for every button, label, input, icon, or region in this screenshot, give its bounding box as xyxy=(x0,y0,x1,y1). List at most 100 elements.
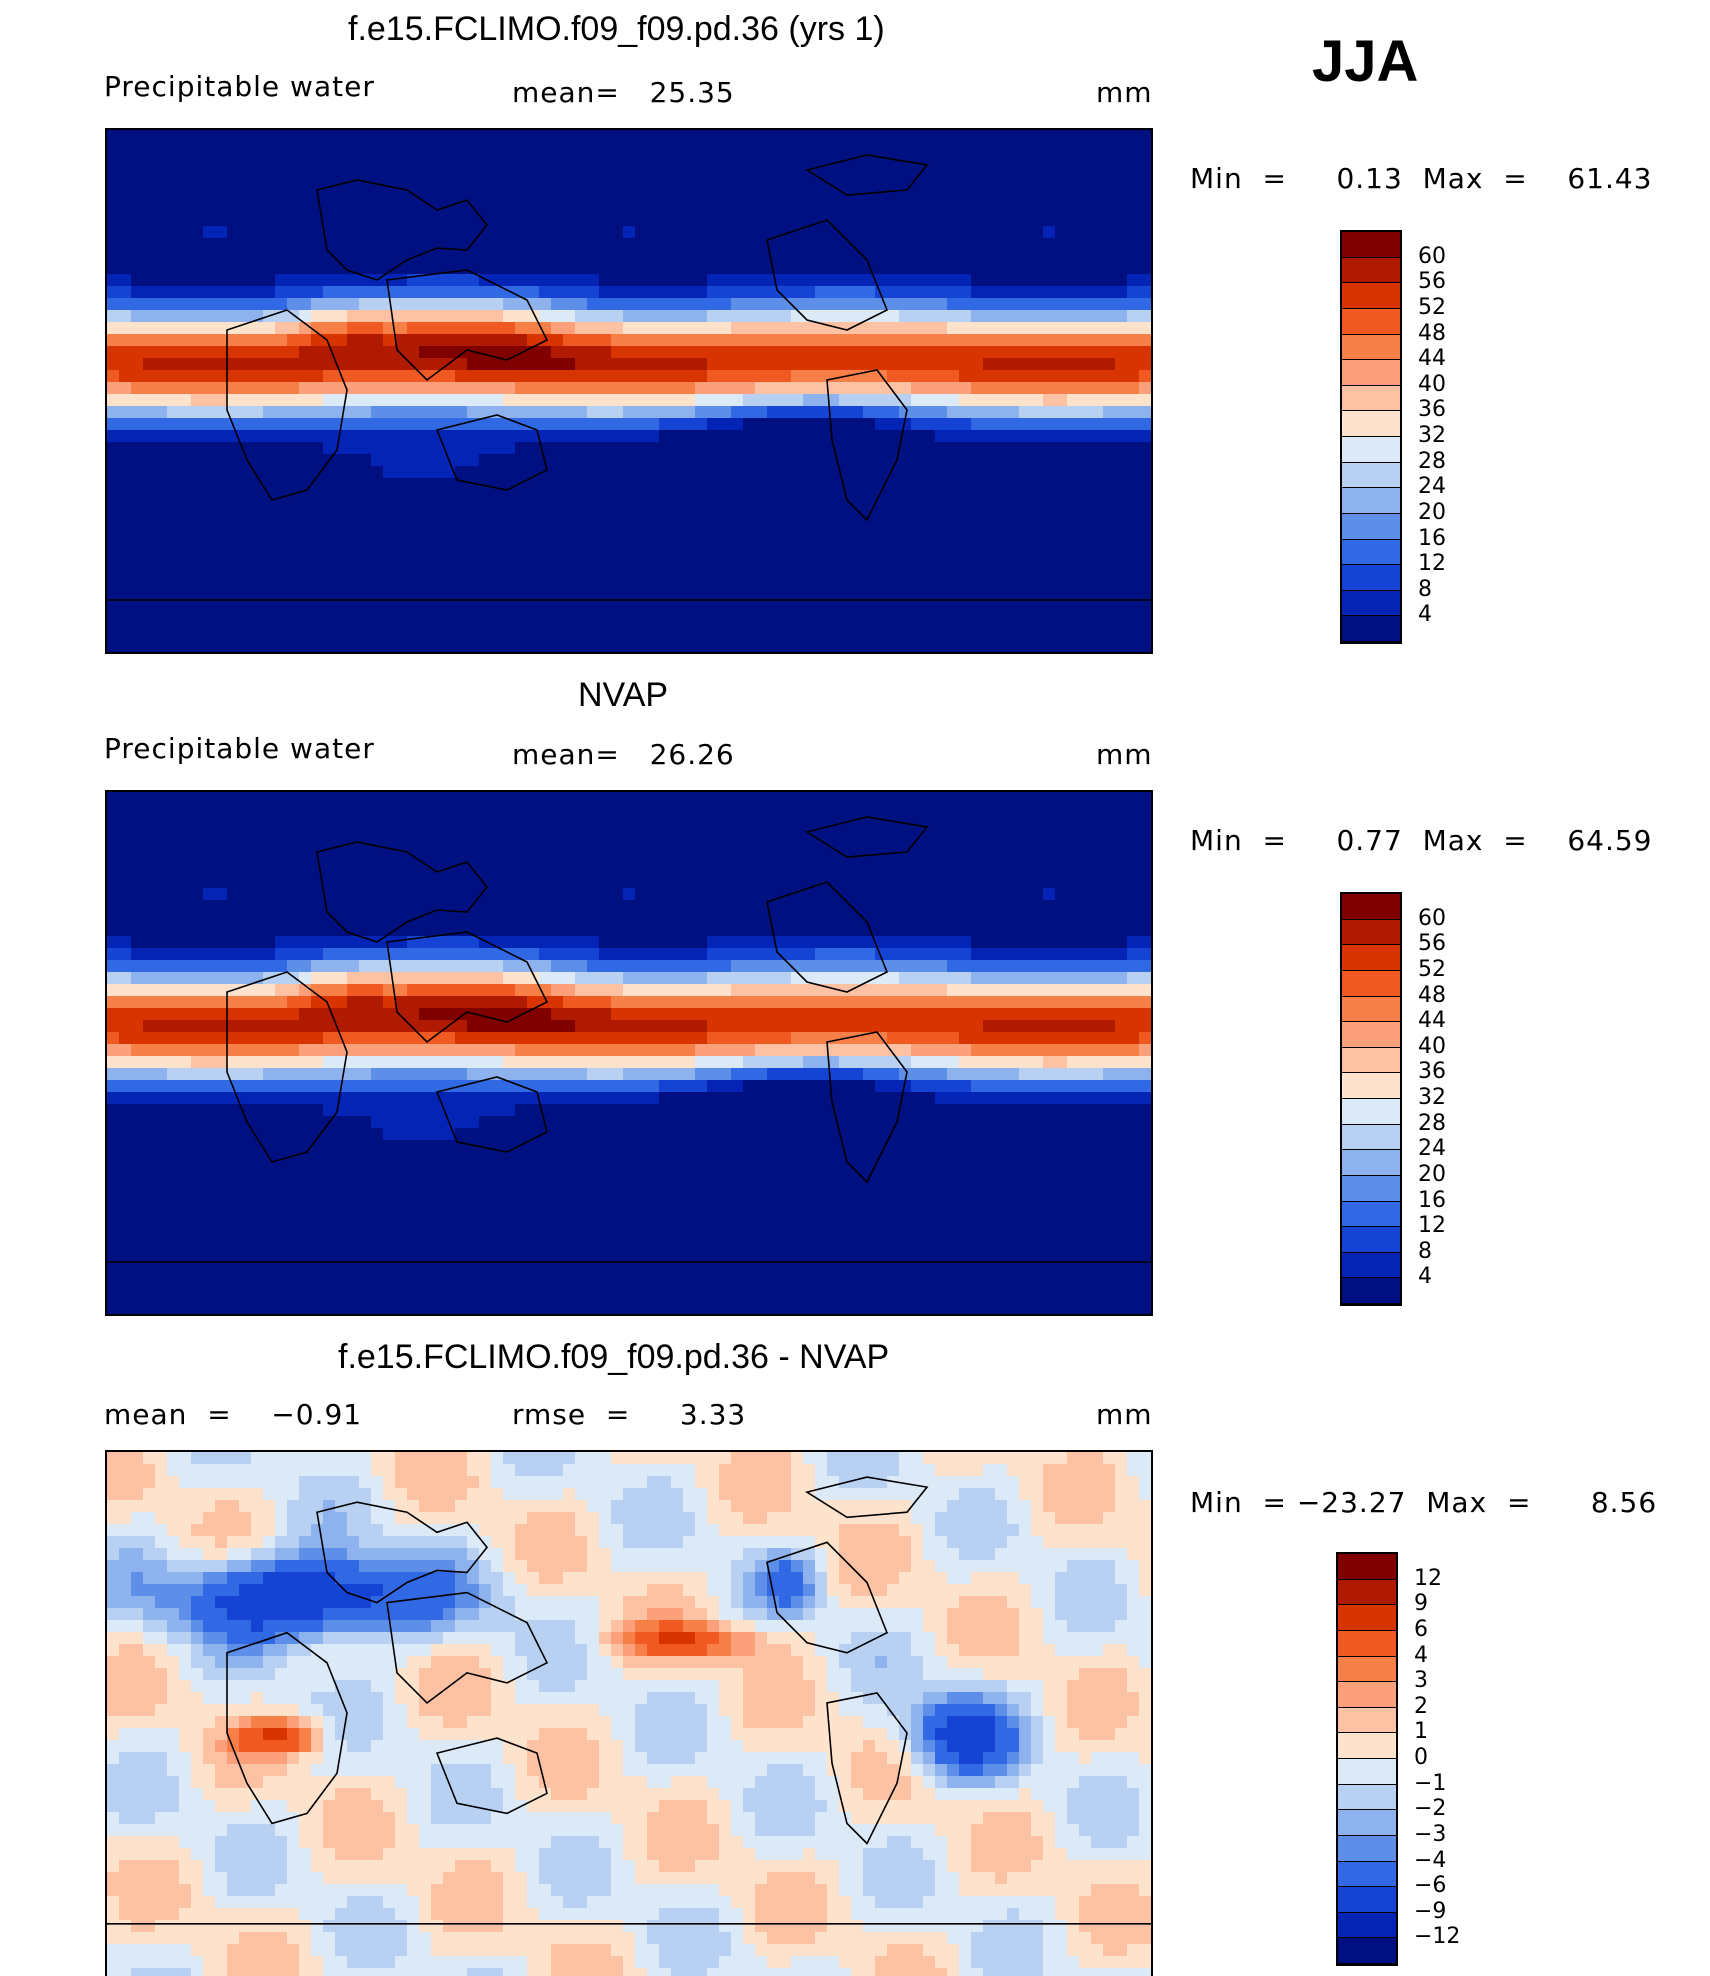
colorbar-swatch xyxy=(1342,565,1400,591)
panel-1-min-max: Min = 0.13 Max = 61.43 xyxy=(1190,162,1653,195)
colorbar-swatch xyxy=(1342,1099,1400,1125)
colorbar-tick-label: 40 xyxy=(1418,372,1446,397)
panel-3-mean: mean = −0.91 xyxy=(104,1398,362,1431)
panel-2-map-svg xyxy=(107,792,1151,1314)
colorbar-swatch xyxy=(1342,411,1400,437)
colorbar-swatch xyxy=(1342,1253,1400,1279)
colorbar-swatch xyxy=(1338,1708,1396,1734)
colorbar-tick-label: 16 xyxy=(1418,1188,1446,1213)
colorbar-tick-label: 24 xyxy=(1418,1136,1446,1161)
colorbar-swatch xyxy=(1338,1913,1396,1939)
panel-1-colorbar xyxy=(1340,230,1402,644)
panel-3-title: f.e15.FCLIMO.f09_f09.pd.36 - NVAP xyxy=(338,1338,889,1377)
colorbar-swatch xyxy=(1342,1073,1400,1099)
colorbar-swatch xyxy=(1338,1887,1396,1913)
colorbar-swatch xyxy=(1338,1759,1396,1785)
colorbar-tick-label: 16 xyxy=(1418,526,1446,551)
colorbar-swatch xyxy=(1342,540,1400,566)
panel-1-map xyxy=(105,128,1153,654)
panel-2-variable-label: Precipitable water xyxy=(104,732,375,765)
colorbar-swatch xyxy=(1338,1810,1396,1836)
colorbar-tick-label: 32 xyxy=(1418,423,1446,448)
colorbar-swatch xyxy=(1342,920,1400,946)
colorbar-swatch xyxy=(1342,360,1400,386)
colorbar-tick-label: 8 xyxy=(1418,577,1432,602)
colorbar-tick-label: 48 xyxy=(1418,983,1446,1008)
colorbar-tick-label: 2 xyxy=(1414,1694,1428,1719)
colorbar-swatch xyxy=(1342,591,1400,617)
panel-2-colorbar xyxy=(1340,892,1402,1306)
colorbar-tick-label: 28 xyxy=(1418,449,1446,474)
panel-2-title: NVAP xyxy=(578,676,668,715)
colorbar-tick-label: 12 xyxy=(1418,1213,1446,1238)
colorbar-swatch xyxy=(1342,1176,1400,1202)
colorbar-swatch xyxy=(1338,1733,1396,1759)
colorbar-tick-label: 8 xyxy=(1418,1239,1432,1264)
colorbar-swatch xyxy=(1342,309,1400,335)
colorbar-tick-label: 36 xyxy=(1418,397,1446,422)
colorbar-swatch xyxy=(1342,437,1400,463)
colorbar-tick-label: −3 xyxy=(1414,1822,1446,1847)
colorbar-tick-label: 60 xyxy=(1418,244,1446,269)
colorbar-swatch xyxy=(1342,258,1400,284)
colorbar-swatch xyxy=(1338,1554,1396,1580)
colorbar-swatch xyxy=(1338,1836,1396,1862)
colorbar-swatch xyxy=(1338,1785,1396,1811)
colorbar-tick-label: 60 xyxy=(1418,906,1446,931)
colorbar-swatch xyxy=(1342,514,1400,540)
colorbar-swatch xyxy=(1342,463,1400,489)
panel-3-map xyxy=(105,1450,1153,1976)
panel-2-map xyxy=(105,790,1153,1316)
panel-1-map-svg xyxy=(107,130,1151,652)
colorbar-tick-label: 52 xyxy=(1418,295,1446,320)
colorbar-tick-label: 20 xyxy=(1418,500,1446,525)
panel-1-mean: mean= 25.35 xyxy=(512,76,735,109)
colorbar-tick-label: 44 xyxy=(1418,1008,1446,1033)
colorbar-swatch xyxy=(1338,1862,1396,1888)
colorbar-swatch xyxy=(1342,1227,1400,1253)
colorbar-swatch xyxy=(1342,1048,1400,1074)
colorbar-tick-label: 20 xyxy=(1418,1162,1446,1187)
panel-2-units: mm xyxy=(1096,738,1153,771)
colorbar-swatch xyxy=(1338,1682,1396,1708)
colorbar-tick-label: −12 xyxy=(1414,1924,1460,1949)
colorbar-tick-label: 0 xyxy=(1414,1745,1428,1770)
panel-3-units: mm xyxy=(1096,1398,1153,1431)
season-label: JJA xyxy=(1312,28,1418,95)
colorbar-tick-label: 6 xyxy=(1414,1617,1428,1642)
colorbar-tick-label: 12 xyxy=(1418,551,1446,576)
colorbar-swatch xyxy=(1342,1022,1400,1048)
panel-2-min-max: Min = 0.77 Max = 64.59 xyxy=(1190,824,1653,857)
colorbar-swatch xyxy=(1338,1657,1396,1683)
colorbar-tick-label: 48 xyxy=(1418,321,1446,346)
colorbar-swatch xyxy=(1342,488,1400,514)
colorbar-tick-label: 9 xyxy=(1414,1591,1428,1616)
panel-1-variable-label: Precipitable water xyxy=(104,70,375,103)
colorbar-swatch xyxy=(1342,283,1400,309)
colorbar-swatch xyxy=(1342,1278,1400,1304)
colorbar-tick-label: −1 xyxy=(1414,1771,1446,1796)
colorbar-swatch xyxy=(1342,971,1400,997)
colorbar-swatch xyxy=(1342,997,1400,1023)
colorbar-tick-label: 44 xyxy=(1418,346,1446,371)
colorbar-tick-label: 40 xyxy=(1418,1034,1446,1059)
panel-3-colorbar xyxy=(1336,1552,1398,1966)
colorbar-swatch xyxy=(1342,386,1400,412)
panel-1-units: mm xyxy=(1096,76,1153,109)
panel-2-mean: mean= 26.26 xyxy=(512,738,735,771)
colorbar-tick-label: −9 xyxy=(1414,1899,1446,1924)
colorbar-tick-label: 12 xyxy=(1414,1566,1442,1591)
panel-3-map-svg xyxy=(107,1452,1151,1976)
colorbar-tick-label: −6 xyxy=(1414,1873,1446,1898)
colorbar-tick-label: 36 xyxy=(1418,1059,1446,1084)
colorbar-tick-label: 52 xyxy=(1418,957,1446,982)
colorbar-swatch xyxy=(1342,232,1400,258)
colorbar-swatch xyxy=(1338,1631,1396,1657)
colorbar-tick-label: 24 xyxy=(1418,474,1446,499)
colorbar-swatch xyxy=(1342,1202,1400,1228)
colorbar-tick-label: 1 xyxy=(1414,1719,1428,1744)
colorbar-tick-label: 32 xyxy=(1418,1085,1446,1110)
colorbar-swatch xyxy=(1342,894,1400,920)
colorbar-tick-label: 28 xyxy=(1418,1111,1446,1136)
colorbar-tick-label: −2 xyxy=(1414,1796,1446,1821)
